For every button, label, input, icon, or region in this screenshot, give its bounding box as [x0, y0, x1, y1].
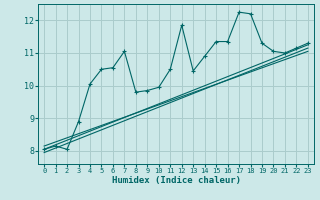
X-axis label: Humidex (Indice chaleur): Humidex (Indice chaleur) [111, 176, 241, 185]
